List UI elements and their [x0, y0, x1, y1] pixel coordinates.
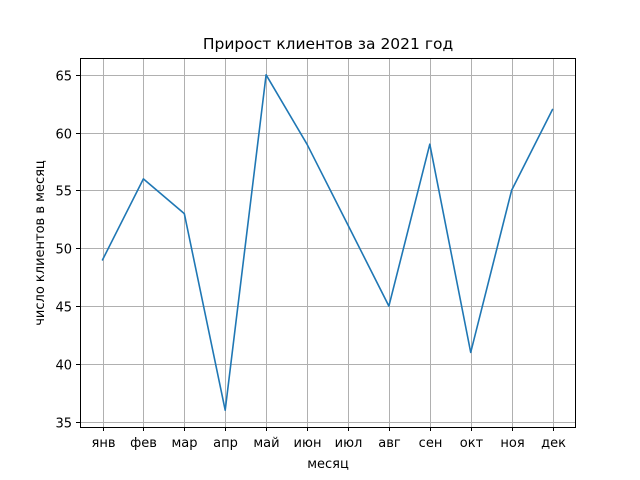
series-group — [101, 74, 554, 412]
y-axis: 35 40 45 50 55 60 65 — [55, 70, 80, 432]
y-tick-label: 65 — [55, 70, 72, 85]
x-axis: янв фев мар апр май июн июл авг сен окт ноя дек — [92, 427, 566, 451]
y-tick-label: 45 — [55, 301, 72, 316]
grid-lines — [80, 58, 575, 427]
y-tick-label: 55 — [55, 185, 72, 200]
x-tick-label: авг — [378, 436, 401, 451]
x-tick-label: июл — [335, 436, 363, 451]
x-tick-label: янв — [92, 436, 116, 451]
x-tick-label: май — [253, 436, 279, 451]
x-tick-label: ноя — [500, 436, 524, 451]
x-tick-label: окт — [460, 436, 484, 451]
y-axis-label: число клиентов в месяц — [33, 160, 48, 326]
x-tick-label: фев — [130, 436, 157, 451]
y-tick-label: 35 — [55, 417, 72, 432]
x-tick-label: июн — [294, 436, 322, 451]
y-tick-label: 40 — [55, 359, 72, 374]
y-tick-label: 60 — [55, 128, 72, 143]
y-tick-label: 50 — [55, 243, 72, 258]
series-line — [101, 74, 554, 412]
x-tick-label: сен — [419, 436, 443, 451]
x-tick-label: дек — [541, 436, 566, 451]
plot-frame — [80, 58, 576, 428]
chart-title: Прирост клиентов за 2021 год — [203, 35, 453, 53]
x-tick-label: апр — [213, 436, 238, 451]
x-tick-label: мар — [171, 436, 197, 451]
x-axis-label: месяц — [307, 457, 349, 472]
